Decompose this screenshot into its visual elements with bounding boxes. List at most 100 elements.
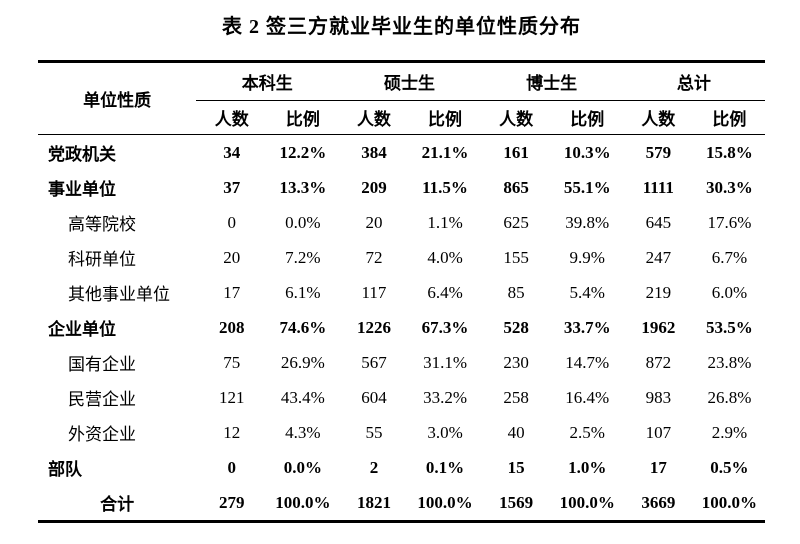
cell-ratio: 6.4% [427, 282, 463, 302]
cell-count: 17 [649, 457, 667, 477]
row-label: 科研单位 [68, 250, 136, 269]
subheader-ratio: 比例 [551, 100, 623, 135]
cell-count: 121 [219, 387, 245, 407]
cell-ratio: 0.0% [283, 457, 322, 477]
cell-count: 40 [507, 422, 525, 442]
cell-count: 3669 [641, 492, 676, 512]
cell-ratio: 53.5% [706, 317, 753, 337]
cell-count: 247 [645, 247, 672, 267]
cell-count: 1226 [356, 317, 391, 337]
row-label: 民营企业 [68, 390, 136, 409]
cell-ratio: 2.9% [711, 422, 748, 442]
row-label: 企业单位 [48, 320, 116, 339]
cell-ratio: 0.0% [285, 212, 321, 232]
cell-count: 20 [223, 247, 241, 267]
cell-ratio: 5.4% [569, 282, 605, 302]
row-label: 党政机关 [48, 145, 116, 164]
table-row: 企业单位 208 74.6% 1226 67.3% 528 33.7% 1962… [38, 310, 765, 345]
row-label: 事业单位 [48, 180, 116, 199]
cell-ratio: 14.7% [565, 352, 610, 372]
cell-ratio: 7.2% [285, 247, 321, 267]
cell-ratio: 55.1% [563, 177, 611, 197]
group-header-doctoral: 博士生 [480, 61, 623, 101]
cell-ratio: 23.8% [707, 352, 752, 372]
cell-count: 117 [361, 282, 387, 302]
subheader-count: 人数 [622, 100, 694, 135]
cell-ratio: 26.8% [707, 387, 752, 407]
cell-count: 219 [645, 282, 672, 302]
cell-count: 279 [219, 492, 245, 512]
row-label: 其他事业单位 [68, 285, 170, 304]
cell-count: 17 [223, 282, 241, 302]
table-row: 高等院校 0 0.0% 20 1.1% 625 39.8% 645 17.6% [38, 205, 765, 240]
cell-ratio: 13.3% [279, 177, 327, 197]
table-row: 国有企业 75 26.9% 567 31.1% 230 14.7% 872 23… [38, 345, 765, 380]
cell-count: 384 [361, 142, 387, 162]
cell-count: 1569 [499, 492, 534, 512]
cell-count: 12 [223, 422, 241, 442]
row-label: 国有企业 [68, 355, 136, 374]
cell-count: 34 [223, 142, 241, 162]
subheader-ratio: 比例 [267, 100, 339, 135]
cell-ratio: 43.4% [280, 387, 325, 407]
cell-ratio: 21.1% [421, 142, 469, 162]
unit-nature-distribution-table: 单位性质 本科生 硕士生 博士生 总计 人数 比例 人数 比例 人数 比例 人数… [38, 60, 765, 523]
cell-ratio: 4.3% [285, 422, 321, 442]
cell-count: 1821 [356, 492, 391, 512]
cell-ratio: 4.0% [427, 247, 463, 267]
cell-ratio: 10.3% [563, 142, 611, 162]
sub-header-row: 人数 比例 人数 比例 人数 比例 人数 比例 [38, 100, 765, 135]
table-row: 党政机关 34 12.2% 384 21.1% 161 10.3% 579 15… [38, 135, 765, 171]
row-label: 高等院校 [68, 215, 136, 234]
cell-ratio: 100.0% [701, 492, 758, 512]
cell-ratio: 39.8% [565, 212, 610, 232]
row-label: 外资企业 [68, 425, 136, 444]
cell-count: 155 [503, 247, 529, 267]
cell-count: 55 [365, 422, 383, 442]
cell-count: 872 [645, 352, 672, 372]
cell-count: 230 [503, 352, 529, 372]
table-row: 事业单位 37 13.3% 209 11.5% 865 55.1% 1111 3… [38, 170, 765, 205]
cell-ratio: 31.1% [423, 352, 467, 372]
cell-ratio: 3.0% [427, 422, 463, 442]
cell-count: 75 [223, 352, 241, 372]
cell-count: 107 [645, 422, 672, 442]
table-row: 科研单位 20 7.2% 72 4.0% 155 9.9% 247 6.7% [38, 240, 765, 275]
cell-count: 983 [645, 387, 672, 407]
cell-ratio: 16.4% [565, 387, 610, 407]
cell-count: 85 [507, 282, 525, 302]
cell-ratio: 6.1% [285, 282, 321, 302]
cell-count: 258 [503, 387, 529, 407]
cell-count: 0 [227, 457, 237, 477]
subheader-ratio: 比例 [693, 100, 765, 135]
cell-count: 1111 [642, 177, 674, 197]
cell-count: 15 [507, 457, 525, 477]
cell-ratio: 30.3% [706, 177, 753, 197]
group-header-total: 总计 [622, 61, 765, 101]
cell-ratio: 12.2% [279, 142, 327, 162]
cell-count: 567 [361, 352, 387, 372]
cell-ratio: 74.6% [279, 317, 327, 337]
cell-ratio: 67.3% [421, 317, 469, 337]
cell-count: 625 [503, 212, 529, 232]
corner-header: 单位性质 [38, 61, 197, 135]
cell-ratio: 1.0% [568, 457, 607, 477]
table-row: 其他事业单位 17 6.1% 117 6.4% 85 5.4% 219 6.0% [38, 275, 765, 310]
cell-count: 209 [361, 177, 387, 197]
table-row-total: 合计 279 100.0% 1821 100.0% 1569 100.0% 36… [38, 485, 765, 522]
row-label: 部队 [48, 460, 82, 479]
subheader-count: 人数 [196, 100, 268, 135]
cell-count: 20 [365, 212, 383, 232]
group-header-row: 单位性质 本科生 硕士生 博士生 总计 [38, 61, 765, 135]
cell-ratio: 100.0% [559, 492, 615, 512]
cell-ratio: 15.8% [706, 142, 753, 162]
cell-ratio: 26.9% [280, 352, 325, 372]
cell-ratio: 0.1% [425, 457, 465, 477]
cell-count: 528 [503, 317, 529, 337]
cell-count: 865 [503, 177, 529, 197]
cell-ratio: 11.5% [422, 177, 468, 197]
subheader-count: 人数 [338, 100, 410, 135]
table-title: 表 2 签三方就业毕业生的单位性质分布 [222, 16, 581, 38]
cell-count: 579 [645, 142, 672, 162]
